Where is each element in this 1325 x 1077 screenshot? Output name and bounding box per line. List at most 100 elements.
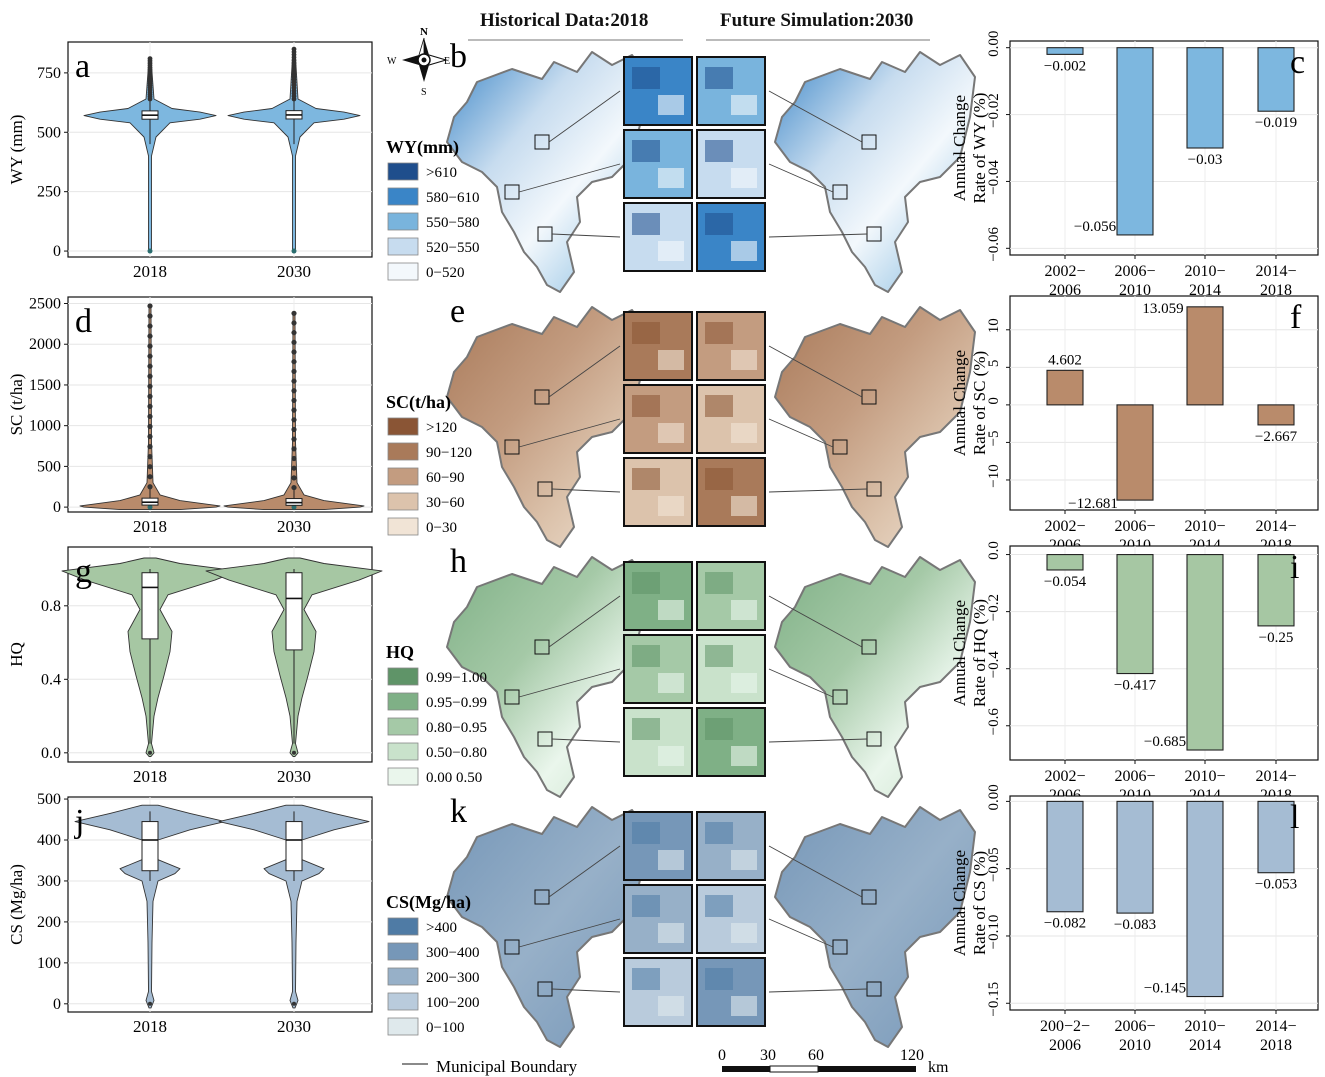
y-tick-label: 2000 [29, 336, 61, 353]
connector-line [768, 90, 863, 143]
violin-box [285, 821, 303, 872]
x-tick-label: 2006− [1114, 518, 1155, 535]
bar-panel-c: −0.002 2002− 2006 −0.056 2006− 2010 −0.03 2010−… [950, 31, 1319, 299]
outlier-point [148, 1001, 152, 1006]
x-tick-label: 2010 [1119, 282, 1151, 299]
bar-value-label: 4.602 [1048, 352, 1082, 368]
inset-tile-detail [731, 241, 757, 261]
y-tick-label: 1000 [29, 418, 61, 435]
outlier-point [291, 475, 297, 481]
legend-swatch [387, 717, 419, 736]
y-axis-label: SC (t/ha) [7, 374, 26, 436]
y-tick-label: 250 [37, 184, 61, 201]
legend-swatch [387, 187, 419, 206]
header-historical: Historical Data:2018 [480, 10, 649, 31]
bar [1046, 554, 1084, 571]
inset-tile-detail [632, 895, 660, 917]
bar [1116, 554, 1154, 675]
y-tick-label: 0.0 [41, 745, 61, 762]
violin-box [141, 572, 159, 640]
inset-tile-detail [705, 322, 733, 344]
y-axis-label: Rate of SC (%) [970, 351, 989, 455]
y-axis-label: Rate of HQ (%) [970, 599, 989, 707]
inset-tile-detail [658, 850, 684, 870]
panel-letter: f [1290, 299, 1302, 336]
inset-tile-detail [705, 213, 733, 235]
y-axis-label: Annual Change [950, 350, 969, 456]
x-tick-label: 2030 [277, 517, 311, 536]
y-axis-label: HQ [7, 642, 26, 667]
bar-value-label: −0.145 [1144, 981, 1186, 997]
outlier-point [148, 750, 152, 755]
y-tick-label: 200 [37, 914, 61, 931]
panel-letter: a [75, 48, 90, 85]
y-tick-label: 10 [986, 318, 1002, 333]
inset-tile-detail [705, 645, 733, 667]
bar-value-label: −0.019 [1255, 115, 1297, 131]
bar-panel-i: −0.0542002−2006−0.4172006−2010−0.6852010… [950, 541, 1319, 804]
legend-swatch [387, 517, 419, 536]
x-tick-label: 2010− [1184, 1018, 1225, 1035]
inset-tile-detail [731, 746, 757, 766]
inset-tile-detail [632, 718, 660, 740]
connector-line [551, 233, 621, 238]
violin-panel-j: 2018 2030 0 100 200 300 400 500 CS (Mg/ha) j [7, 791, 373, 1036]
inset-tile-detail [632, 822, 660, 844]
outlier-point [291, 436, 297, 442]
legend-label: 0−100 [426, 1020, 464, 1036]
x-tick-label: 2006 [1049, 1037, 1081, 1054]
x-tick-label: 2006− [1114, 768, 1155, 785]
outlier-point [292, 1001, 296, 1006]
y-axis-label: Rate of CS (%) [970, 851, 989, 955]
x-tick-label: 2014− [1255, 263, 1296, 280]
y-tick-label: −0.6 [986, 708, 1002, 736]
outlier-point [291, 407, 297, 413]
outlier-point [291, 248, 297, 254]
inset-tile-detail [658, 496, 684, 516]
outlier-point [147, 464, 153, 470]
violin-panel-d: 2018 2030 0 500 1000 1500 2000 2500 SC (t/ha) d [7, 296, 373, 536]
violin-box [285, 572, 303, 651]
y-tick-label: 500 [37, 458, 61, 475]
y-tick-label: −0.05 [986, 847, 1002, 882]
compass-n: N [420, 26, 428, 38]
panel-letter: g [75, 553, 92, 590]
inset-tile-detail [658, 746, 684, 766]
legend-label: 0−520 [426, 265, 464, 281]
inset-tile-detail [731, 996, 757, 1016]
plot-frame [67, 41, 373, 258]
compass-icon: N S W E [387, 26, 450, 98]
connector-line [768, 163, 834, 193]
outlier-point [291, 426, 297, 433]
legend-swatch [387, 992, 419, 1011]
legend-label: 60−90 [426, 470, 464, 486]
bar-value-label: −0.054 [1044, 574, 1087, 590]
legend-swatch [387, 212, 419, 231]
outlier-point [147, 333, 153, 339]
connector-line [551, 488, 621, 493]
panel-letter: j [74, 803, 84, 840]
map-historical [446, 556, 648, 798]
bar-value-label: −0.417 [1114, 678, 1157, 694]
bar-value-label: −0.685 [1144, 734, 1186, 750]
inset-tile-detail [731, 600, 757, 620]
connector-line [548, 845, 621, 898]
outlier-point [147, 393, 153, 399]
bar [1186, 554, 1224, 751]
connector-line [768, 595, 863, 648]
map-row-1: WY(mm) >610 580−610 550−580 520−550 0−520 b [386, 38, 976, 293]
bar-value-label: −0.056 [1074, 219, 1117, 235]
x-tick-label: 2014− [1255, 1018, 1296, 1035]
inset-tile-detail [632, 322, 660, 344]
outlier-point [291, 397, 297, 404]
legend-label: 520−550 [426, 240, 479, 256]
connector-line [518, 163, 621, 193]
bar-value-label: −0.25 [1259, 630, 1294, 646]
legend-label: 100−200 [426, 995, 479, 1011]
connector-line [548, 595, 621, 648]
outlier-point [147, 504, 153, 510]
outlier-point [147, 343, 153, 349]
legend-swatch [387, 417, 419, 436]
y-tick-label: 300 [37, 873, 61, 890]
connector-line [768, 233, 868, 238]
